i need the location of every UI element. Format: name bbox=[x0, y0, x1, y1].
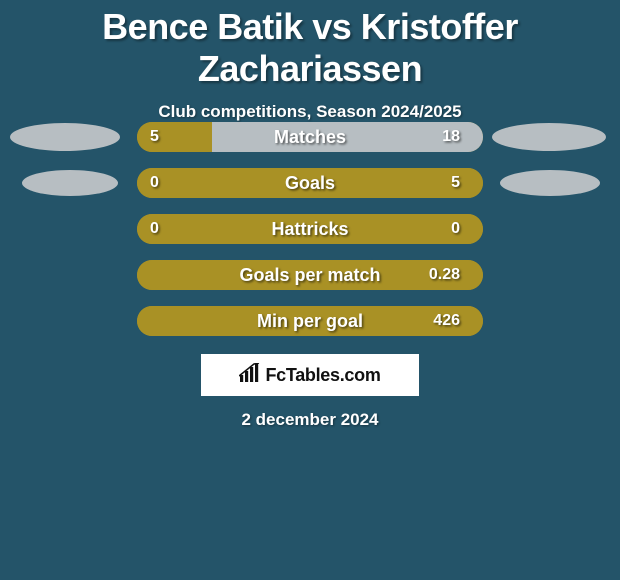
stat-row: Min per goal426 bbox=[0, 306, 620, 352]
value-right: 5 bbox=[451, 168, 460, 198]
player-shape-right bbox=[492, 123, 606, 151]
stat-rows: Matches518Goals05Hattricks00Goals per ma… bbox=[0, 122, 620, 352]
bar-chart-icon bbox=[239, 363, 261, 388]
value-right: 0 bbox=[451, 214, 460, 244]
page-subtitle: Club competitions, Season 2024/2025 bbox=[0, 102, 620, 122]
bar-label: Min per goal bbox=[137, 306, 483, 336]
stat-row: Goals per match0.28 bbox=[0, 260, 620, 306]
value-left: 0 bbox=[150, 168, 159, 198]
page-title: Bence Batik vs Kristoffer Zachariassen bbox=[0, 0, 620, 90]
brand-badge: FcTables.com bbox=[201, 354, 419, 396]
player-shape-left bbox=[10, 123, 120, 151]
bar-label: Matches bbox=[137, 122, 483, 152]
stat-row: Hattricks0 0 bbox=[0, 214, 620, 260]
value-right: 18 bbox=[442, 122, 460, 152]
comparison-infographic: Bence Batik vs Kristoffer Zachariassen C… bbox=[0, 0, 620, 580]
value-right: 0.28 bbox=[429, 260, 460, 290]
player-shape-right bbox=[500, 170, 600, 196]
value-right: 426 bbox=[433, 306, 460, 336]
value-left: 0 bbox=[150, 214, 159, 244]
bar-label: Goals bbox=[137, 168, 483, 198]
date-text: 2 december 2024 bbox=[0, 410, 620, 430]
value-left: 5 bbox=[150, 122, 159, 152]
bar-label: Hattricks bbox=[137, 214, 483, 244]
brand-text: FcTables.com bbox=[265, 365, 380, 386]
player-shape-left bbox=[22, 170, 118, 196]
